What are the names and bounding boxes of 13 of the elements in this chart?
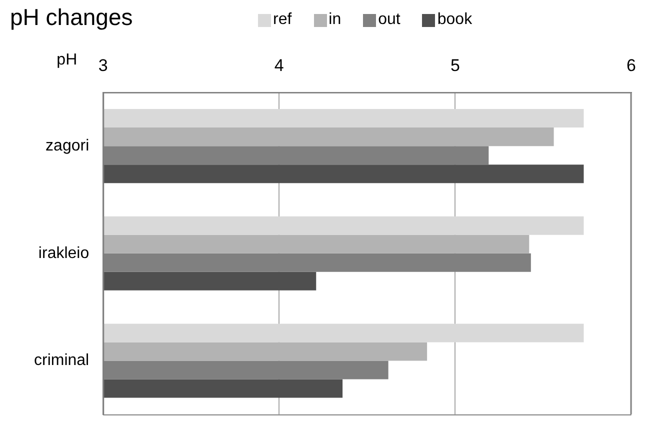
legend-label: out <box>378 11 400 29</box>
y-tick-label: irakleio <box>38 244 90 262</box>
y-tick-label: zagori <box>46 137 90 154</box>
legend-label: book <box>437 11 472 29</box>
x-tick-label: 4 <box>274 56 284 75</box>
x-tick-label: 6 <box>626 56 636 75</box>
legend-label: in <box>328 11 342 29</box>
x-axis-title: pH <box>56 52 78 69</box>
legend-label: ref <box>273 11 292 29</box>
x-tick-label: 5 <box>450 56 460 75</box>
x-tick-label: 3 <box>98 56 108 75</box>
y-tick-label: criminal <box>34 352 90 370</box>
chart-title: pH changes <box>10 4 133 31</box>
